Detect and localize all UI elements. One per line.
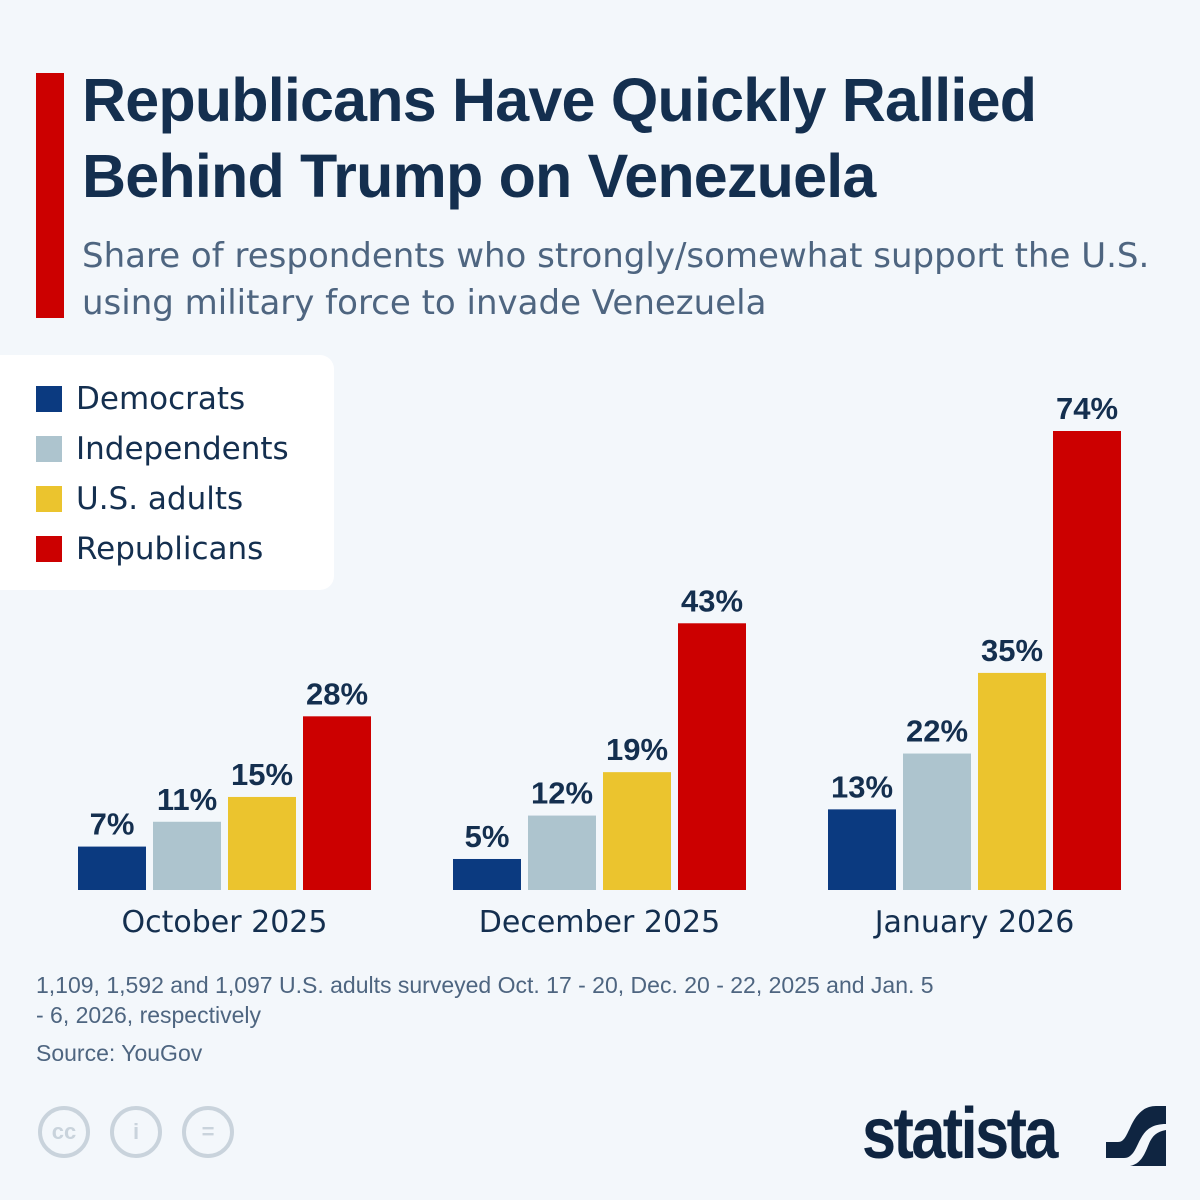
bar bbox=[78, 846, 146, 890]
data-label: 12% bbox=[531, 776, 593, 811]
data-label: 43% bbox=[681, 583, 743, 618]
legend-label: Republicans bbox=[76, 531, 264, 567]
data-label: 35% bbox=[981, 633, 1043, 668]
no-derivatives-icon[interactable]: = bbox=[182, 1106, 234, 1158]
bar bbox=[528, 815, 596, 890]
bar bbox=[603, 772, 671, 890]
brand-name: statista bbox=[862, 1094, 1058, 1174]
chart-subtitle: Share of respondents who strongly/somewh… bbox=[82, 236, 1150, 323]
legend-label: Democrats bbox=[76, 381, 246, 417]
legend-label: Independents bbox=[76, 431, 289, 467]
source-text: Source: YouGov bbox=[36, 1040, 203, 1066]
survey-note: 1,109, 1,592 and 1,097 U.S. adults surve… bbox=[36, 972, 934, 1028]
legend-swatch bbox=[36, 386, 62, 412]
bar bbox=[453, 858, 521, 890]
legend-item-republicans: Republicans bbox=[36, 531, 263, 567]
bar bbox=[903, 753, 971, 890]
title-accent-bar bbox=[36, 73, 64, 318]
data-label: 28% bbox=[306, 676, 368, 711]
data-label: 22% bbox=[906, 714, 968, 749]
bar bbox=[153, 821, 221, 890]
data-label: 19% bbox=[606, 732, 668, 767]
bar bbox=[678, 623, 746, 890]
legend-item-us-adults: U.S. adults bbox=[36, 481, 243, 517]
x-tick-label: January 2026 bbox=[873, 905, 1075, 940]
statista-logo-icon bbox=[1106, 1106, 1166, 1166]
cc-icon[interactable]: cc bbox=[38, 1106, 90, 1158]
data-label: 74% bbox=[1056, 391, 1118, 426]
data-label: 5% bbox=[465, 819, 510, 854]
statista-logo[interactable]: statista bbox=[862, 1094, 1166, 1174]
legend-item-independents: Independents bbox=[36, 431, 289, 467]
attribution-icon[interactable]: i bbox=[110, 1106, 162, 1158]
x-tick-label: October 2025 bbox=[122, 905, 328, 940]
bar bbox=[828, 809, 896, 890]
legend-swatch bbox=[36, 436, 62, 462]
bar bbox=[303, 716, 371, 890]
data-label: 13% bbox=[831, 769, 893, 804]
data-label: 7% bbox=[90, 807, 135, 842]
bar bbox=[1053, 431, 1121, 890]
data-label: 11% bbox=[157, 782, 217, 817]
data-label: 15% bbox=[231, 757, 293, 792]
legend: Democrats Independents U.S. adults Repub… bbox=[0, 355, 334, 590]
chart-title: Republicans Have Quickly Rallied Behind … bbox=[82, 66, 1037, 210]
legend-label: U.S. adults bbox=[76, 481, 244, 517]
bar bbox=[228, 796, 296, 890]
bar bbox=[978, 672, 1046, 890]
legend-swatch bbox=[36, 536, 62, 562]
legend-item-democrats: Democrats bbox=[36, 381, 245, 417]
x-tick-label: December 2025 bbox=[479, 905, 720, 940]
legend-swatch bbox=[36, 486, 62, 512]
bar-chart: 7% 11% 15% 28% October 2025 5% 12% 19% 43% Decemb… bbox=[78, 391, 1121, 940]
